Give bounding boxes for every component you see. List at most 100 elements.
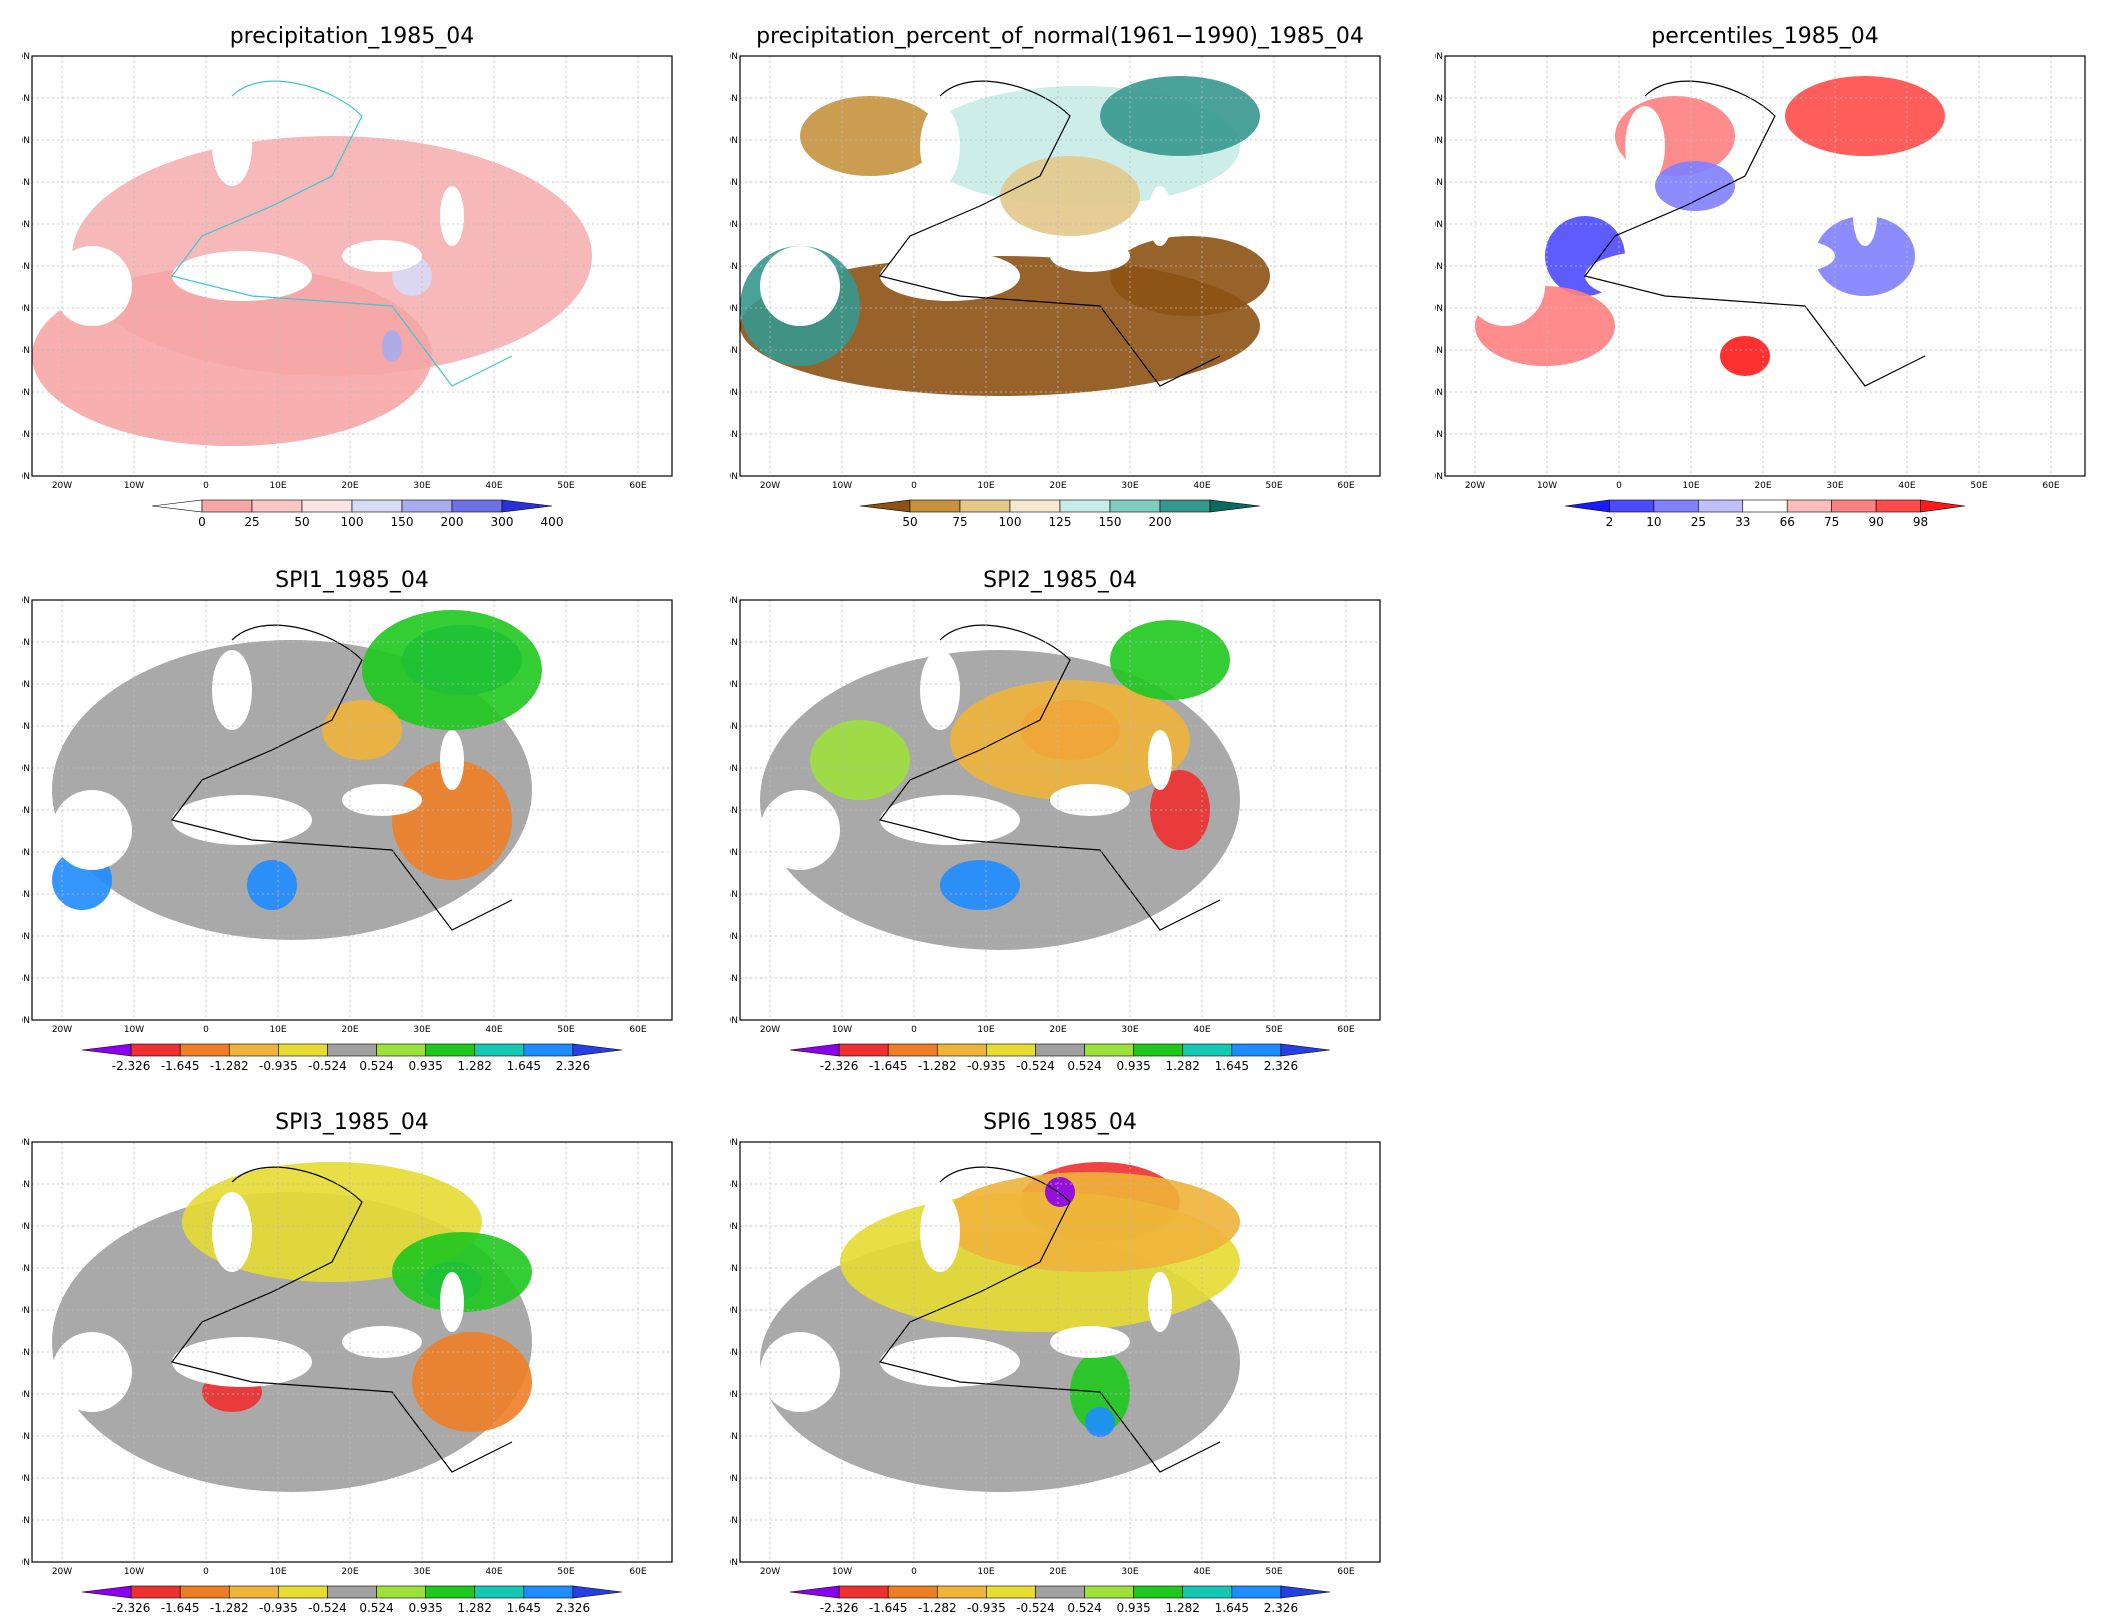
lon-label: 20W: [1465, 481, 1485, 491]
colorbar-swatch: [228, 1585, 279, 1599]
colorbar-label: -0.524: [1016, 1601, 1055, 1615]
coastline: [878, 1166, 1221, 1473]
lon-label: 0: [911, 1567, 917, 1577]
colorbar-label: 0.524: [1067, 1601, 1101, 1615]
lon-label: 10E: [977, 1025, 994, 1035]
colorbar-label: -0.935: [259, 1601, 298, 1615]
map-frame: [739, 55, 1381, 477]
lon-label: 50E: [1970, 481, 1987, 491]
field-patch: [1785, 76, 1945, 156]
sea-area: [760, 246, 840, 326]
sea-area: [172, 795, 312, 845]
colorbar-swatch: [81, 1585, 132, 1599]
colorbar-label: 1.645: [1215, 1059, 1249, 1073]
colorbar-label: 300: [491, 515, 514, 529]
colorbar-label: 2.326: [556, 1601, 590, 1615]
colorbar-swatch: [789, 1043, 840, 1057]
lat-label: 65N: [730, 94, 738, 104]
lat-label: 60N: [730, 1222, 738, 1232]
colorbar-swatch: [425, 1043, 476, 1057]
lon-label: 50E: [1265, 1567, 1282, 1577]
colorbar-swatch: [451, 499, 503, 513]
lat-label: 30N: [22, 1474, 30, 1484]
coastline: [170, 1166, 513, 1473]
field-patch: [1815, 216, 1915, 296]
lon-label: 40E: [1193, 481, 1210, 491]
lat-label: 35N: [22, 890, 30, 900]
field-patch: [1110, 236, 1270, 316]
map-frame: [1444, 55, 2086, 477]
field-patch: [1110, 620, 1230, 700]
map-panel-spi1: SPI1_1985_04 20W 10W 0 10E 20E 30E 40E 50E 60E 70N…: [22, 566, 682, 1086]
colorbar-label: -0.935: [967, 1059, 1006, 1073]
panel-title: SPI2_1985_04: [983, 568, 1137, 593]
colorbar-swatch: [1133, 1585, 1184, 1599]
sea-area: [212, 650, 252, 730]
field-patch: [1000, 156, 1140, 236]
lat-label: 70N: [22, 1138, 30, 1148]
colorbar-swatch: [376, 1043, 426, 1057]
colorbar-swatch: [1109, 499, 1161, 513]
field-patch: [940, 860, 1020, 910]
lat-label: 55N: [1435, 178, 1443, 188]
colorbar-label: -2.326: [820, 1601, 859, 1615]
colorbar-swatch: [523, 1585, 574, 1599]
sea-area: [172, 251, 312, 301]
map-plot: 20W 10W 0 10E 20E 30E 40E 50E 60E 70N 65N 60N 55N 50N…: [730, 1138, 1381, 1615]
map-panel-percentile: percentiles_1985_04 20W 10W 0 10E 20E 30E 40E 50…: [1435, 22, 2095, 542]
colorbar-swatch: [251, 499, 303, 513]
map-panel-precip: precipitation_1985_04 20W 10W 0 10E 20E 30E 40E…: [22, 22, 682, 542]
lon-label: 20E: [1049, 481, 1066, 491]
sea-area: [920, 1192, 960, 1272]
map-plot: 20W 10W 0 10E 20E 30E 40E 50E 60E 70N 65N 60N 55N 50N…: [22, 1138, 673, 1615]
map-plot: 20W 10W 0 10E 20E 30E 40E 50E 60E 70N 65N 60N 55N 50N…: [730, 596, 1381, 1073]
colorbar-label: -1.645: [161, 1059, 200, 1073]
map-plot: 20W 10W 0 10E 20E 30E 40E 50E 60E 70N 65N 60N 55N 50N…: [730, 52, 1381, 529]
colorbar-swatch: [278, 1043, 328, 1057]
lat-label: 40N: [22, 304, 30, 314]
map-frame: [31, 599, 673, 1021]
colorbar-swatch: [1182, 1043, 1233, 1057]
colorbar-swatch: [838, 1585, 889, 1599]
colorbar-swatch: [887, 1043, 938, 1057]
lon-label: 10W: [832, 1567, 852, 1577]
lon-label: 30E: [413, 1025, 430, 1035]
sea-area: [52, 1332, 132, 1412]
colorbar-swatch: [936, 1043, 987, 1057]
colorbar-swatch: [474, 1585, 525, 1599]
colorbar-swatch: [179, 1043, 230, 1057]
colorbar-label: 50: [294, 515, 309, 529]
lon-label: 50E: [1265, 481, 1282, 491]
colorbar-label: 66: [1780, 515, 1795, 529]
colorbar: -2.326 -1.645 -1.282 -0.935 -0.524 0.524 0.935…: [789, 1043, 1331, 1073]
lon-label: 40E: [485, 1025, 502, 1035]
lat-label: 30N: [22, 388, 30, 398]
lat-label: 25N: [730, 1516, 738, 1526]
lon-label: 60E: [1337, 481, 1354, 491]
colorbar-swatch: [1280, 1585, 1331, 1599]
sea-area: [52, 790, 132, 870]
panel-title: SPI6_1985_04: [983, 1110, 1137, 1135]
colorbar: -2.326 -1.645 -1.282 -0.935 -0.524 0.524 0.935…: [81, 1043, 623, 1073]
sea-area: [1050, 1326, 1130, 1358]
colorbar-swatch: [572, 1585, 623, 1599]
lon-label: 20E: [1049, 1567, 1066, 1577]
lat-label: 70N: [730, 52, 738, 62]
lon-label: 20W: [760, 1567, 780, 1577]
colorbar-swatch: [179, 1585, 230, 1599]
colorbar-label: -1.645: [869, 1601, 908, 1615]
colorbar-label: 1.282: [458, 1601, 492, 1615]
lat-label: 40N: [22, 1390, 30, 1400]
lon-label: 20W: [52, 1567, 72, 1577]
colorbar-swatch: [130, 1043, 181, 1057]
lat-label: 70N: [730, 596, 738, 606]
field-patch: [1720, 336, 1770, 376]
colorbar-label: 25: [1691, 515, 1706, 529]
colorbar-label: 400: [541, 515, 564, 529]
lat-label: 45N: [22, 1348, 30, 1358]
sea-area: [440, 730, 464, 790]
lon-label: 40E: [1898, 481, 1915, 491]
colorbar: 2 10 25 33 66 75 90 98: [1564, 499, 1966, 529]
colorbar-swatch: [1653, 499, 1699, 513]
sea-area: [342, 1326, 422, 1358]
